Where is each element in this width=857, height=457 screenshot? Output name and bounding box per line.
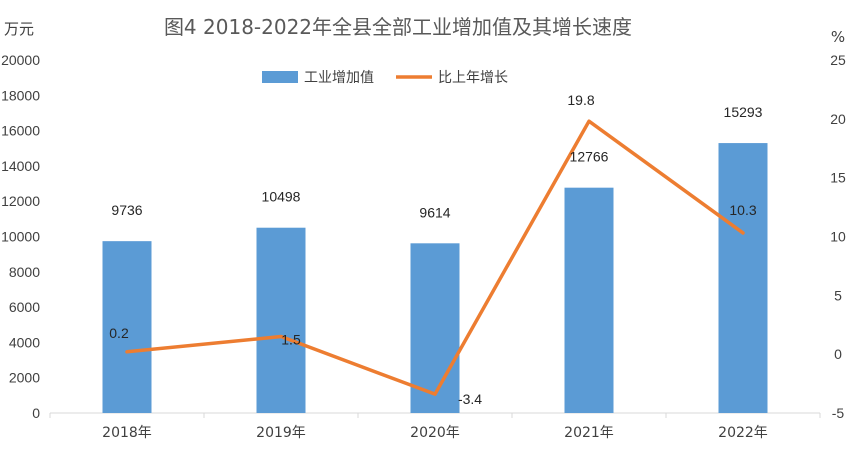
left-y-tick-label: 4000 [9,334,40,350]
bar [564,187,614,413]
legend-swatch-bar [262,71,298,83]
left-y-tick-label: 8000 [9,264,40,280]
right-y-tick-label: 5 [834,287,842,303]
line-value-label: 19.8 [567,92,594,108]
left-axis-unit: 万元 [4,20,34,38]
left-y-tick-label: 20000 [1,52,40,68]
bar-value-label: 10498 [262,189,301,205]
bar [102,241,152,413]
right-y-tick-label: 25 [830,52,846,68]
left-y-tick-label: 12000 [1,193,40,209]
left-y-tick-label: 0 [32,405,40,421]
bar-value-label: 9614 [419,204,450,220]
line-value-label: 10.3 [729,202,756,218]
line-series [125,119,745,396]
right-y-tick-label: 15 [830,170,846,186]
data-labels: 9736 10498 9614 12766 15293 0.2 1.5 -3.4 19.8 10.… [109,92,762,407]
left-y-tick-label: 16000 [1,123,40,139]
right-y-tick-label: 0 [834,346,842,362]
line-value-label: 1.5 [281,332,301,348]
left-y-tick-label: 18000 [1,87,40,103]
right-axis-unit: % [831,28,845,46]
bar-value-label: 12766 [570,149,609,165]
line-value-label: 0.2 [109,325,129,341]
x-tick-label: 2020年 [410,425,460,441]
legend-label-bar: 工业增加值 [304,70,374,86]
right-y-tick-label: 20 [830,111,846,127]
left-y-tick-label: 6000 [9,299,40,315]
bar-value-label: 9736 [111,202,142,218]
x-tick-label: 2022年 [718,425,768,441]
x-tick-label: 2018年 [102,425,152,441]
legend: 工业增加值 比上年增长 [262,70,508,86]
bar [256,227,306,413]
bar-value-label: 15293 [724,104,763,120]
axes: 0 2000 4000 6000 8000 10000 12000 14000 16000 180… [1,52,846,441]
left-y-tick-label: 14000 [1,158,40,174]
line-value-label: -3.4 [458,391,482,407]
chart-title: 图4 2018-2022年全县全部工业增加值及其增长速度 [164,15,632,39]
x-tick-label: 2021年 [564,425,614,441]
bar-series [102,143,768,413]
left-y-tick-label: 10000 [1,229,40,245]
right-y-tick-label: -5 [832,405,845,421]
x-tick-label: 2019年 [256,425,306,441]
growth-line [125,119,745,396]
left-y-tick-label: 2000 [9,370,40,386]
bar [718,143,768,413]
bar [410,243,460,413]
legend-label-line: 比上年增长 [438,70,508,86]
right-y-tick-label: 10 [830,229,846,245]
